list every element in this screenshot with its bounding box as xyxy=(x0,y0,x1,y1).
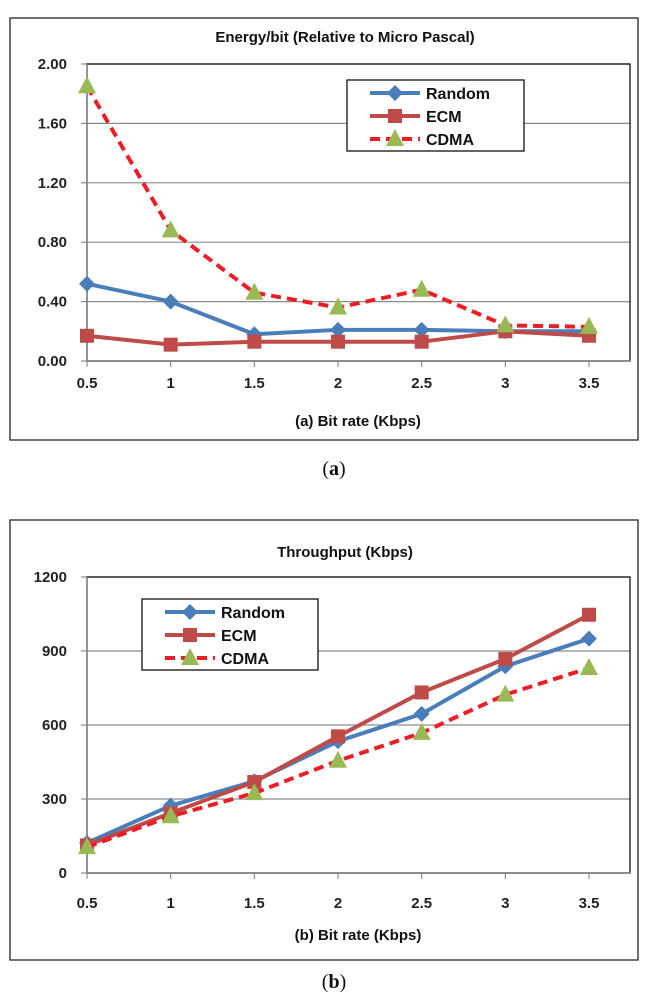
series-cdma xyxy=(78,658,598,855)
data-point xyxy=(329,750,347,768)
legend-marker xyxy=(388,109,402,123)
x-tick-label: 2.5 xyxy=(411,375,432,392)
chart-title: Throughput (Kbps) xyxy=(277,544,413,561)
x-axis-label: (a) Bit rate (Kbps) xyxy=(295,413,421,430)
y-tick-label: 300 xyxy=(42,791,67,808)
x-tick-label: 3 xyxy=(501,375,509,392)
legend-marker xyxy=(181,648,199,665)
legend-marker xyxy=(387,85,403,101)
x-tick-label: 2.5 xyxy=(411,895,432,912)
y-tick-label: 900 xyxy=(42,643,67,660)
legend: Random ECM CDMA xyxy=(346,79,525,152)
data-point xyxy=(331,729,345,744)
chart-title: Energy/bit (Relative to Micro Pascal) xyxy=(215,29,474,46)
x-tick-label: 1 xyxy=(166,375,174,392)
y-tick-label: 600 xyxy=(42,717,67,734)
figure-caption: (a) xyxy=(322,458,345,480)
y-tick-label: 1.20 xyxy=(38,175,67,192)
data-point xyxy=(412,722,431,740)
legend-marker xyxy=(182,604,198,620)
y-tick-label: 2.00 xyxy=(38,56,67,73)
chart-throughput: 0 300 600 900 1200 0.5 1 1.5 2 2.5 3 3.5 Throughput … xyxy=(9,519,639,961)
legend-marker xyxy=(386,129,404,146)
y-tick-label: 1.60 xyxy=(38,115,67,132)
chart-energy-per-bit: 0.00 0.40 0.80 1.20 1.60 2.00 0.5 1 1.5 2 2.5 3 3.5 E… xyxy=(9,17,639,441)
x-tick-label: 0.5 xyxy=(77,895,98,912)
x-tick-label: 0.5 xyxy=(77,375,98,392)
data-point xyxy=(163,337,178,352)
chart-border xyxy=(9,519,639,961)
data-point xyxy=(580,658,598,676)
data-point xyxy=(245,282,264,300)
x-tick-label: 3.5 xyxy=(579,375,600,392)
data-point xyxy=(161,220,180,238)
legend-label: Random xyxy=(426,86,490,103)
chart-border xyxy=(9,17,639,441)
legend-marker xyxy=(183,628,197,642)
data-point xyxy=(580,316,598,334)
x-tick-label: 2 xyxy=(334,895,342,912)
data-point xyxy=(413,321,430,338)
legend-label: CDMA xyxy=(426,132,474,149)
data-point xyxy=(80,328,94,343)
data-point xyxy=(161,806,180,824)
data-point xyxy=(412,279,431,297)
data-point xyxy=(496,315,515,333)
data-point xyxy=(414,685,429,700)
y-tick-label: 1200 xyxy=(34,569,67,586)
figure-caption: (b) xyxy=(322,971,346,993)
y-tick-label: 0.40 xyxy=(38,294,67,311)
series-cdma xyxy=(78,76,598,334)
data-point xyxy=(78,837,96,855)
data-point xyxy=(247,334,262,349)
x-tick-label: 1.5 xyxy=(244,375,265,392)
legend-label: ECM xyxy=(426,109,462,126)
data-point xyxy=(581,630,597,647)
data-point xyxy=(247,774,262,789)
data-point xyxy=(162,293,179,310)
data-point xyxy=(78,76,96,94)
data-point xyxy=(498,651,513,666)
x-tick-label: 3 xyxy=(501,895,509,912)
data-point xyxy=(79,275,95,292)
data-point xyxy=(245,783,264,801)
data-point xyxy=(413,705,430,722)
x-axis-label: (b) Bit rate (Kbps) xyxy=(295,927,422,944)
legend-label: ECM xyxy=(221,628,257,645)
legend: Random ECM CDMA xyxy=(141,598,319,671)
x-tick-label: 2 xyxy=(334,375,342,392)
y-tick-label: 0 xyxy=(59,865,67,882)
data-point xyxy=(330,321,346,338)
x-tick-label: 1 xyxy=(166,895,174,912)
y-tick-label: 0.80 xyxy=(38,234,67,251)
data-point xyxy=(582,607,596,622)
x-tick-label: 1.5 xyxy=(244,895,265,912)
data-point xyxy=(414,334,429,349)
legend-label: CDMA xyxy=(221,651,269,668)
data-point xyxy=(329,297,347,315)
data-point xyxy=(496,684,515,702)
legend-label: Random xyxy=(221,605,285,622)
data-point xyxy=(331,334,345,349)
y-tick-label: 0.00 xyxy=(38,353,67,370)
x-tick-label: 3.5 xyxy=(579,895,600,912)
